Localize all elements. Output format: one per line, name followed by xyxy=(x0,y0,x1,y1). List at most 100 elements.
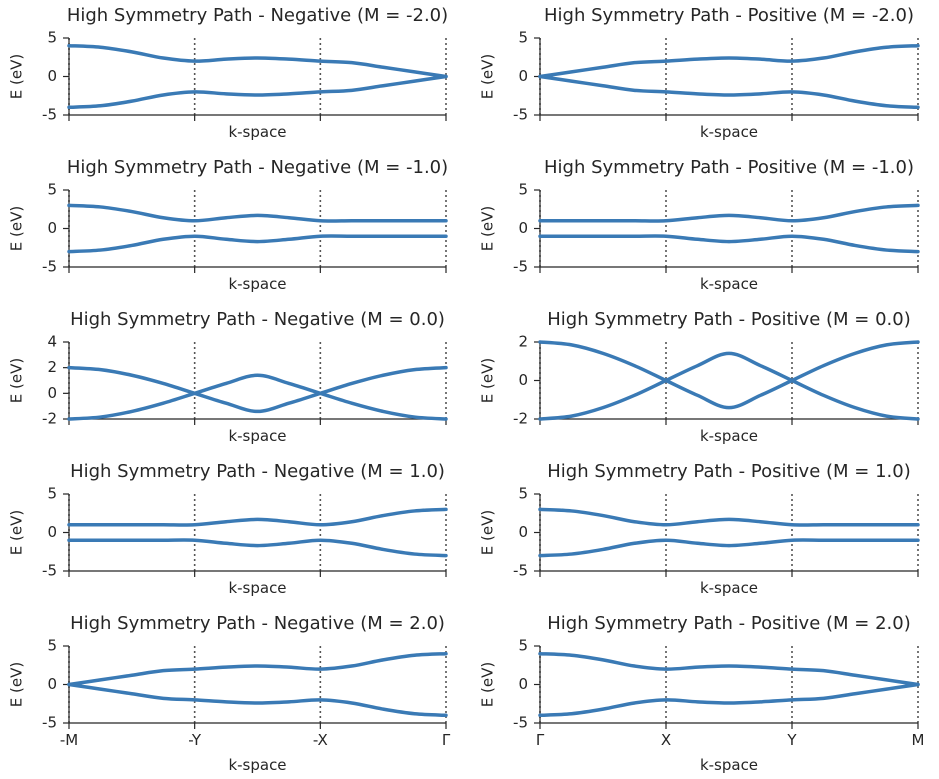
y-tick-label: 0 xyxy=(518,675,528,693)
y-tick-label: -5 xyxy=(42,714,57,732)
subplot-8: High Symmetry Path - Positive (M = 1.0) E… xyxy=(479,461,920,597)
y-tick-label: 5 xyxy=(47,637,57,655)
band-lower-line xyxy=(538,351,920,421)
subplot-title: High Symmetry Path - Negative (M = 1.0) xyxy=(70,461,445,482)
band-lower-line xyxy=(67,234,448,254)
y-tick-label: -5 xyxy=(513,258,528,276)
y-tick-label: 5 xyxy=(518,181,528,199)
x-axis-label: k-space xyxy=(228,579,286,597)
band-upper-line xyxy=(538,43,920,79)
y-tick-label: -5 xyxy=(42,106,57,124)
x-axis-label: k-space xyxy=(228,275,286,293)
band-lower-line xyxy=(538,538,920,558)
subplot-7: High Symmetry Path - Negative (M = 1.0) E… xyxy=(8,461,448,597)
band-upper-line xyxy=(67,365,448,414)
band-upper-line xyxy=(67,651,448,687)
band-lower-line xyxy=(67,538,448,558)
band-lower-line xyxy=(67,373,448,421)
x-axis-label: k-space xyxy=(700,123,758,141)
y-tick-label: 0 xyxy=(47,67,57,85)
band-upper-line xyxy=(67,507,448,527)
x-axis-label: k-space xyxy=(228,427,286,445)
y-axis-label: E (eV) xyxy=(479,358,497,403)
subplot-4: High Symmetry Path - Positive (M = -1.0)… xyxy=(479,157,920,293)
y-tick-label: 0 xyxy=(47,384,57,402)
y-tick-label: -2 xyxy=(42,410,57,428)
x-axis-label: k-space xyxy=(700,427,758,445)
y-tick-label: 5 xyxy=(518,637,528,655)
x-axis-label: k-space xyxy=(228,123,286,141)
x-tick-label: -X xyxy=(313,731,328,749)
y-axis-label: E (eV) xyxy=(479,54,497,99)
subplot-10: High Symmetry Path - Positive (M = 2.0) E… xyxy=(479,613,925,774)
subplot-title: High Symmetry Path - Positive (M = -1.0) xyxy=(544,157,914,178)
y-tick-label: -5 xyxy=(513,714,528,732)
x-axis-label: k-space xyxy=(228,756,286,774)
y-axis-label: E (eV) xyxy=(479,206,497,251)
band-upper-line xyxy=(538,507,920,527)
y-tick-label: 2 xyxy=(47,358,57,376)
y-tick-label: 0 xyxy=(518,67,528,85)
x-axis-label: k-space xyxy=(700,756,758,774)
band-upper-line xyxy=(67,203,448,223)
y-axis-label: E (eV) xyxy=(8,206,26,251)
x-tick-label: Γ xyxy=(442,731,451,749)
x-tick-label: M xyxy=(912,731,925,749)
y-tick-label: 5 xyxy=(47,485,57,503)
band-lower-line xyxy=(538,234,920,254)
y-tick-label: 0 xyxy=(47,219,57,237)
y-tick-label: -5 xyxy=(42,258,57,276)
y-tick-label: 5 xyxy=(518,29,528,47)
subplot-title: High Symmetry Path - Positive (M = 1.0) xyxy=(547,461,910,482)
band-upper-line xyxy=(538,203,920,223)
y-axis-label: E (eV) xyxy=(479,510,497,555)
subplot-title: High Symmetry Path - Positive (M = 0.0) xyxy=(547,309,910,330)
x-tick-label: -Y xyxy=(188,731,202,749)
y-tick-label: 0 xyxy=(47,523,57,541)
y-axis-label: E (eV) xyxy=(8,510,26,555)
subplot-2: High Symmetry Path - Positive (M = -2.0)… xyxy=(479,5,920,141)
band-upper-line xyxy=(538,651,920,687)
band-upper-line xyxy=(67,43,448,79)
subplot-title: High Symmetry Path - Positive (M = -2.0) xyxy=(544,5,914,26)
y-tick-label: 0 xyxy=(47,675,57,693)
subplot-title: High Symmetry Path - Negative (M = -2.0) xyxy=(67,5,448,26)
y-tick-label: 0 xyxy=(518,523,528,541)
x-tick-label: -M xyxy=(60,731,78,749)
subplot-title: High Symmetry Path - Negative (M = -1.0) xyxy=(67,157,448,178)
x-tick-label: X xyxy=(661,731,671,749)
y-axis-label: E (eV) xyxy=(479,662,497,707)
band-lower-line xyxy=(538,682,920,718)
y-tick-label: -5 xyxy=(513,562,528,580)
subplot-title: High Symmetry Path - Negative (M = 0.0) xyxy=(70,309,445,330)
subplot-5: High Symmetry Path - Negative (M = 0.0) E… xyxy=(8,309,448,445)
y-tick-label: 5 xyxy=(47,29,57,47)
subplot-1: High Symmetry Path - Negative (M = -2.0)… xyxy=(8,5,449,141)
band-lower-line xyxy=(67,682,448,718)
x-axis-label: k-space xyxy=(700,275,758,293)
band-upper-line xyxy=(538,340,920,410)
y-axis-label: E (eV) xyxy=(8,662,26,707)
y-axis-label: E (eV) xyxy=(8,358,26,403)
y-tick-label: 0 xyxy=(518,219,528,237)
subplot-6: High Symmetry Path - Positive (M = 0.0) E… xyxy=(479,309,920,445)
y-tick-label: 5 xyxy=(518,485,528,503)
y-tick-label: 0 xyxy=(518,371,528,389)
subplot-3: High Symmetry Path - Negative (M = -1.0)… xyxy=(8,157,449,293)
y-tick-label: 5 xyxy=(47,181,57,199)
band-lower-line xyxy=(67,74,448,110)
y-axis-label: E (eV) xyxy=(8,54,26,99)
subplot-title: High Symmetry Path - Negative (M = 2.0) xyxy=(70,613,445,634)
x-tick-label: Y xyxy=(786,731,797,749)
x-axis-label: k-space xyxy=(700,579,758,597)
y-tick-label: -5 xyxy=(42,562,57,580)
x-tick-label: Γ xyxy=(536,731,545,749)
band-lower-line xyxy=(538,74,920,110)
y-tick-label: 2 xyxy=(518,333,528,351)
y-tick-label: 4 xyxy=(47,333,57,351)
y-tick-label: -5 xyxy=(513,106,528,124)
y-tick-label: -2 xyxy=(513,410,528,428)
subplot-9: High Symmetry Path - Negative (M = 2.0) E… xyxy=(8,613,451,774)
subplot-title: High Symmetry Path - Positive (M = 2.0) xyxy=(547,613,910,634)
